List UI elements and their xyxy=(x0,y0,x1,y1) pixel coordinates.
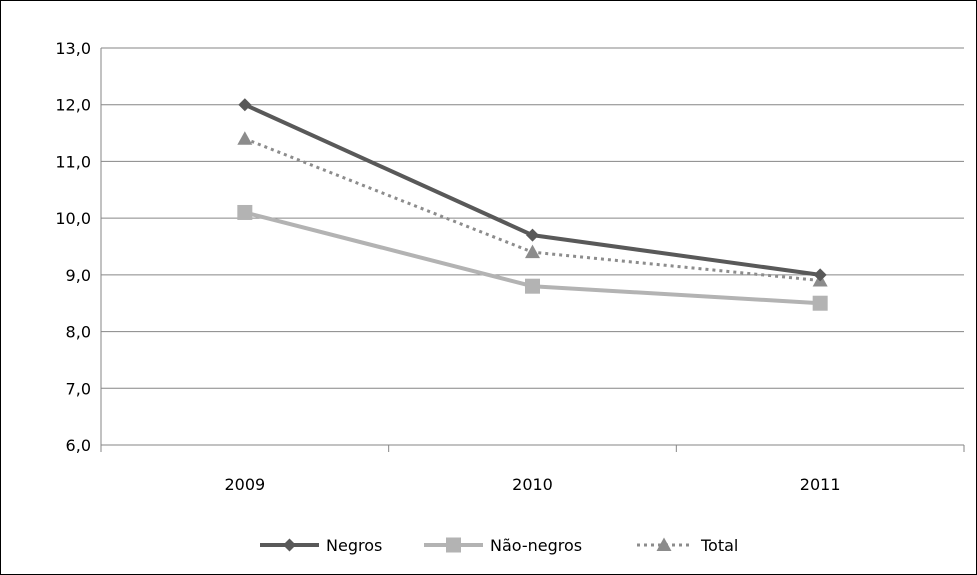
y-tick-label: 7,0 xyxy=(66,379,91,398)
legend-marker-triangle xyxy=(656,537,672,551)
data-point-square xyxy=(525,278,540,294)
legend-label: Total xyxy=(700,536,738,555)
y-tick-label: 8,0 xyxy=(66,323,91,342)
data-point-diamond xyxy=(238,98,252,112)
data-point-triangle xyxy=(525,244,540,259)
data-point-diamond xyxy=(526,228,539,242)
y-tick-label: 9,0 xyxy=(66,266,91,285)
series-line-total xyxy=(244,137,821,283)
y-tick-label: 13,0 xyxy=(55,39,91,58)
data-point-square xyxy=(812,295,828,311)
x-tick-label: 2010 xyxy=(512,475,553,494)
legend-marker-square xyxy=(446,537,461,553)
y-tick-label: 10,0 xyxy=(55,209,91,228)
y-tick-label: 12,0 xyxy=(55,96,91,115)
legend-marker-diamond xyxy=(283,538,296,552)
data-point-triangle xyxy=(237,131,253,145)
data-point-diamond xyxy=(813,268,827,282)
x-tick-label: 2011 xyxy=(800,475,841,494)
x-tick-label: 2009 xyxy=(224,475,265,494)
y-tick-label: 11,0 xyxy=(55,152,91,171)
y-tick-label: 6,0 xyxy=(66,436,91,455)
data-point-square xyxy=(237,204,253,220)
legend-label: Negros xyxy=(326,536,382,555)
legend-label: Não-negros xyxy=(490,536,582,555)
